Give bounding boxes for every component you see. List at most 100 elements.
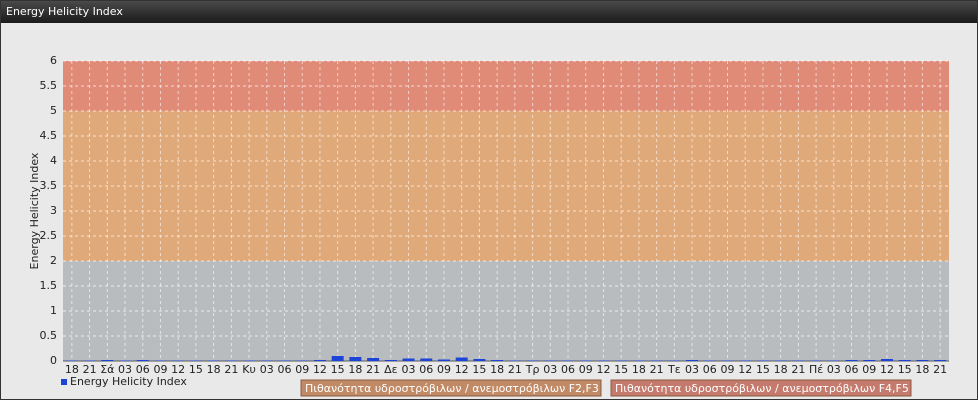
bar (491, 360, 504, 361)
x-tick-label: 15 (472, 363, 486, 376)
x-tick-label: 21 (366, 363, 380, 376)
bar (384, 360, 397, 361)
band-legend: Πιθανότητα υδροστρόβιλων / ανεμοστρόβιλω… (300, 379, 602, 397)
bar (225, 360, 238, 361)
bar (827, 360, 840, 361)
y-tick-label: 5.5 (40, 79, 58, 92)
bar (331, 356, 344, 361)
bar (65, 360, 78, 361)
bar (863, 360, 876, 361)
y-tick-label: 5 (50, 104, 57, 117)
x-tick-label: Κυ (242, 363, 256, 376)
bar (455, 357, 468, 361)
y-tick-label: 4 (50, 154, 57, 167)
x-tick-label: 06 (561, 363, 575, 376)
panel-title: Energy Helicity Index (1, 1, 977, 23)
bar (774, 360, 787, 361)
x-tick-label: Δε (384, 363, 398, 376)
band-legend: Πιθανότητα υδροστρόβιλων / ανεμοστρόβιλω… (610, 379, 912, 397)
bar (296, 360, 309, 361)
bar (136, 360, 149, 361)
bar (880, 359, 893, 361)
x-tick-label: 21 (650, 363, 664, 376)
y-tick-label: 0.5 (40, 329, 58, 342)
bar (207, 360, 220, 361)
x-tick-label: 18 (65, 363, 79, 376)
x-tick-label: 12 (738, 363, 752, 376)
y-tick-label: 3.5 (40, 179, 58, 192)
band-legend-label: Πιθανότητα υδροστρόβιλων / ανεμοστρόβιλω… (305, 382, 599, 395)
x-tick-label: 03 (402, 363, 416, 376)
bar (349, 357, 362, 361)
x-tick-label: 12 (171, 363, 185, 376)
x-tick-label: 12 (596, 363, 610, 376)
y-tick-label: 6 (50, 54, 57, 67)
x-tick-label: 15 (756, 363, 770, 376)
x-tick-label: 03 (260, 363, 274, 376)
x-tick-label: 09 (153, 363, 167, 376)
x-tick-label: 09 (862, 363, 876, 376)
bar (101, 360, 114, 361)
bar (189, 360, 202, 361)
x-tick-label: 21 (224, 363, 238, 376)
y-tick-label: 2 (50, 254, 57, 267)
bar (313, 360, 326, 361)
x-tick-label: 15 (331, 363, 345, 376)
x-tick-label: 21 (83, 363, 97, 376)
bar (154, 360, 167, 361)
x-tick-label: 21 (933, 363, 947, 376)
bar (367, 358, 380, 361)
x-tick-label: Τρ (525, 363, 540, 376)
bar (615, 360, 628, 361)
y-tick-label: 1 (50, 304, 57, 317)
bar (686, 360, 699, 361)
bar (526, 360, 539, 361)
band-legend-label: Πιθανότητα υδροστρόβιλων / ανεμοστρόβιλω… (615, 382, 909, 395)
bar (579, 360, 592, 361)
x-tick-label: 12 (880, 363, 894, 376)
x-tick-label: 18 (348, 363, 362, 376)
y-tick-label: 1.5 (40, 279, 58, 292)
x-tick-label: 03 (685, 363, 699, 376)
x-tick-label: 15 (898, 363, 912, 376)
bar (721, 360, 734, 361)
x-tick-label: 21 (508, 363, 522, 376)
band-legend-box (610, 379, 912, 397)
x-tick-label: 03 (543, 363, 557, 376)
bar (420, 358, 433, 361)
legend-marker (61, 379, 67, 385)
bar (845, 360, 858, 361)
bar (544, 360, 557, 361)
bar (278, 360, 291, 361)
bar (83, 360, 96, 361)
x-tick-label: 03 (118, 363, 132, 376)
x-tick-label: 06 (845, 363, 859, 376)
x-tick-label: Τε (667, 363, 681, 376)
x-tick-label: 18 (915, 363, 929, 376)
y-tick-label: 2.5 (40, 229, 58, 242)
x-tick-label: 03 (827, 363, 841, 376)
bar (632, 360, 645, 361)
bar (898, 360, 911, 361)
x-tick-label: 06 (278, 363, 292, 376)
bar (597, 360, 610, 361)
y-axis-label: Energy Helicity Index (28, 152, 41, 269)
x-tick-label: 15 (189, 363, 203, 376)
y-tick-label: 4.5 (40, 129, 58, 142)
x-tick-label: 06 (703, 363, 717, 376)
bar (916, 360, 929, 361)
bar (437, 359, 450, 361)
bar (739, 360, 752, 361)
bar (810, 360, 823, 361)
bar (934, 360, 947, 361)
y-tick-label: 3 (50, 204, 57, 217)
bar (703, 360, 716, 361)
x-tick-label: 09 (437, 363, 451, 376)
bar (402, 358, 415, 361)
x-tick-label: 18 (774, 363, 788, 376)
x-tick-label: 18 (632, 363, 646, 376)
bar (508, 360, 521, 361)
bar (668, 360, 681, 361)
bar (756, 360, 769, 361)
